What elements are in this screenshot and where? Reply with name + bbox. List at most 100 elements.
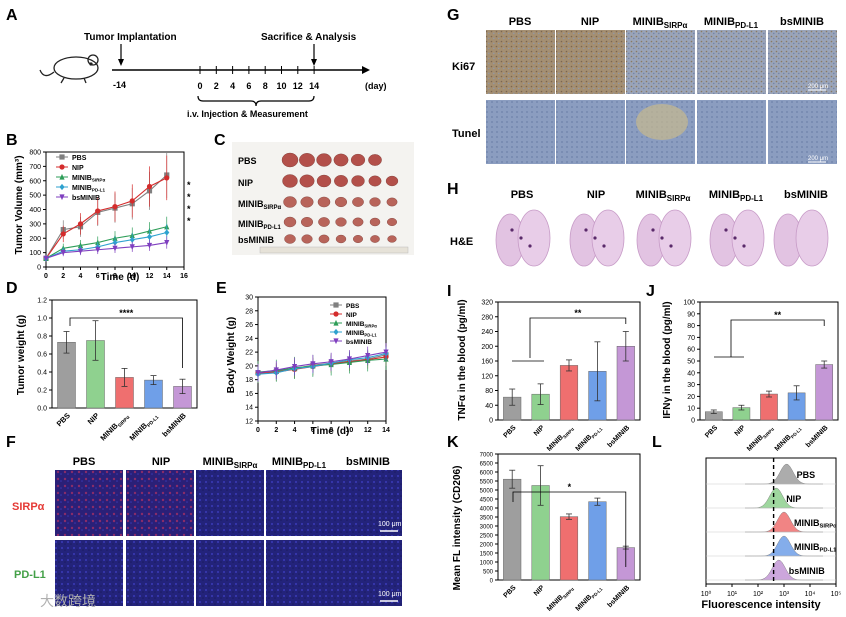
x-tick-label: 14	[163, 273, 171, 280]
legend-main: MINIB	[346, 330, 365, 337]
tumor-specimen	[387, 235, 397, 243]
bar	[815, 364, 834, 421]
data-point	[273, 367, 279, 374]
y-tick-label: 200	[481, 344, 493, 351]
data-point	[255, 370, 261, 376]
y-tick-label: 5500	[480, 480, 494, 486]
x-tick-label: 10	[346, 427, 354, 434]
timeline-day-label: 4	[230, 81, 235, 91]
ihc-tile-tunel	[697, 100, 766, 164]
x-tick-label: 10²	[753, 591, 764, 598]
series-line	[45, 231, 167, 259]
tumor-specimen	[352, 217, 364, 227]
tick-sub: SIRPα	[562, 586, 575, 599]
y-tick-label: 5000	[480, 489, 494, 495]
data-point	[164, 229, 170, 236]
ihc-tile-tunel	[556, 100, 625, 164]
y-tick-label: 0	[691, 418, 695, 425]
significance-bracket	[69, 317, 183, 368]
timeline-arrowhead	[362, 66, 370, 74]
x-tick-label: 6	[311, 427, 315, 434]
ihc-tile-ki67	[626, 30, 695, 94]
significance-bracket	[512, 491, 627, 567]
h-col-pbs: PBS	[511, 189, 534, 201]
significance-bracket	[529, 317, 627, 358]
tumor-specimen	[370, 235, 380, 243]
y-tick-label: 0	[37, 265, 41, 272]
legend-sub: PD-L1	[92, 188, 106, 193]
y-tick-label: 4000	[480, 507, 494, 513]
metastasis-marker	[528, 244, 532, 248]
data-point	[146, 233, 153, 240]
data-point	[112, 204, 118, 210]
legend-sub: PD-L1	[820, 548, 838, 554]
y-tick-label: 300	[29, 221, 41, 228]
x-tick-label: 6	[96, 273, 100, 280]
panel-letter-d: D	[6, 280, 18, 297]
ihc-tile-ki67	[768, 30, 837, 94]
tumor-specimen	[316, 174, 332, 188]
significance-bracket	[730, 319, 825, 357]
data-point	[112, 245, 118, 252]
photo-row-bsminib: bsMINIB	[238, 235, 275, 245]
bar	[588, 501, 607, 581]
bar	[559, 365, 579, 421]
data-point	[129, 198, 135, 204]
tumor-specimen	[317, 196, 331, 208]
ihc-tile-ki67	[556, 30, 625, 94]
plot-frame	[705, 457, 837, 585]
data-point	[95, 247, 101, 253]
timeline-day-label: 8	[263, 81, 268, 91]
data-point	[112, 239, 118, 246]
tick-sub: PD-L1	[591, 586, 604, 599]
panel-letter-g: G	[447, 7, 459, 24]
h-col-sirpa: MINIBSIRPα	[636, 189, 691, 203]
chart-j-ylabel: IFNγ in the blood (pg/ml)	[662, 301, 673, 418]
y-tick-label: 280	[481, 314, 493, 321]
legend-label: bsMINIB	[789, 566, 826, 576]
data-point	[59, 194, 65, 201]
x-tick-label: 16	[180, 273, 188, 280]
data-point	[291, 363, 298, 370]
day-minus14: -14	[113, 80, 126, 90]
y-tick-label: 500	[29, 193, 41, 200]
g-col-pbs: PBS	[509, 16, 532, 28]
data-point	[129, 236, 135, 243]
legend-label: MINIBPD-L1	[794, 542, 837, 554]
data-point	[59, 154, 65, 160]
x-tick-label: 10⁰	[701, 590, 712, 598]
data-point	[77, 221, 84, 227]
data-point	[333, 319, 339, 326]
y-tick-label: 0.4	[37, 370, 47, 377]
ifng-chart: IFNγ in the blood (pg/ml) 0 10 20 30 40 50 60 7…	[662, 300, 839, 453]
legend-label: MINIBSIRPα	[72, 175, 105, 183]
timeline-day-label: 14	[309, 81, 319, 91]
f-row-sirpa: SIRPα	[12, 501, 45, 513]
f-scale-top: 100 μm	[378, 521, 402, 528]
tumor-specimen	[318, 217, 330, 227]
significance-label: **	[774, 310, 782, 320]
flow-histogram: Fluorescence intensity 10⁰ 10¹ 10² 10³ 10⁴ 10…	[701, 457, 842, 611]
legend-main: MINIB	[72, 185, 92, 192]
sacrifice-label: Sacrifice & Analysis	[261, 32, 357, 43]
data-point	[333, 328, 339, 336]
y-tick-label: 4500	[480, 498, 494, 504]
data-point	[333, 338, 339, 345]
photo-row-pbs: PBS	[238, 156, 257, 166]
x-tick-label: 0	[44, 273, 48, 280]
tumor-specimen	[385, 175, 399, 187]
tumor-specimen	[369, 217, 381, 227]
fluorescence-tile-pdl1	[196, 540, 264, 606]
x-tick-label: NIP	[533, 584, 546, 597]
x-tick-label: PBS	[502, 584, 517, 599]
x-tick-label: 10⁵	[831, 591, 842, 598]
lung-lobe	[731, 209, 765, 267]
panel-letter-j: J	[646, 283, 655, 300]
x-tick-label: MINIBPD-L1	[575, 584, 604, 613]
tumor-specimen	[301, 216, 314, 227]
g-scale-bottom: 200 μm	[808, 156, 828, 162]
data-point	[365, 352, 371, 359]
f-col-sirpa: MINIBSIRPα	[203, 456, 258, 470]
legend-label: PBS	[797, 470, 816, 480]
